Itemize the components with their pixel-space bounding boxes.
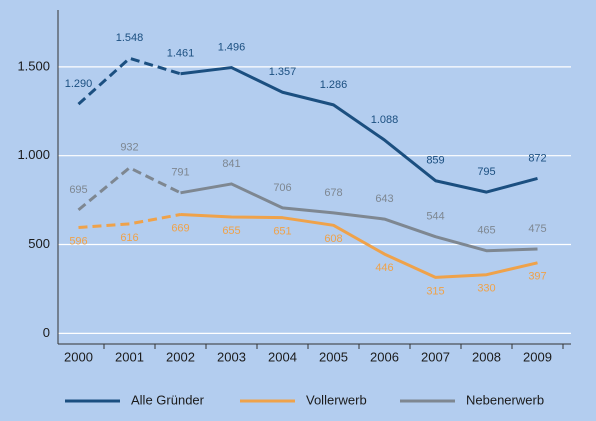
data-label: 315 (426, 285, 444, 297)
data-label: 397 (528, 271, 546, 283)
x-tick-label: 2002 (166, 349, 195, 364)
data-label: 695 (69, 184, 87, 196)
data-label: 446 (375, 262, 393, 274)
series-line (180, 66, 538, 194)
data-label: 678 (324, 187, 342, 199)
data-label: 1.461 (167, 48, 195, 60)
data-label: 1.357 (269, 66, 297, 78)
data-label: 795 (477, 166, 495, 178)
data-label: 465 (477, 225, 495, 237)
y-tick-label: 500 (28, 236, 50, 251)
series-line (180, 182, 538, 253)
x-tick-label: 2004 (268, 349, 297, 364)
legend-label: Alle Gründer (131, 392, 205, 407)
data-label: 669 (171, 222, 189, 234)
data-label: 1.496 (218, 41, 246, 53)
y-tick-label: 1.500 (17, 58, 50, 73)
data-label: 706 (273, 182, 291, 194)
x-tick-label: 2009 (523, 349, 552, 364)
data-label: 643 (375, 193, 393, 205)
data-label: 616 (120, 232, 138, 244)
data-label: 655 (222, 225, 240, 237)
data-label: 330 (477, 283, 495, 295)
data-label: 841 (222, 158, 240, 170)
data-label: 859 (426, 155, 444, 167)
y-tick-label: 0 (43, 325, 50, 340)
data-label: 608 (324, 233, 342, 245)
data-label: 544 (426, 211, 444, 223)
data-label: 1.290 (65, 78, 93, 90)
x-tick-label: 2000 (64, 349, 93, 364)
data-label: 596 (69, 235, 87, 247)
x-tick-label: 2006 (370, 349, 399, 364)
x-tick-label: 2005 (319, 349, 348, 364)
data-label: 932 (120, 142, 138, 154)
x-tick-label: 2001 (115, 349, 144, 364)
y-tick-label: 1.000 (17, 147, 50, 162)
data-label: 1.286 (320, 79, 348, 91)
data-label: 1.548 (116, 32, 144, 44)
data-label: 872 (528, 152, 546, 164)
series-line-dashed (77, 165, 182, 212)
data-label: 1.088 (371, 114, 399, 126)
series-line-dashed (77, 56, 181, 106)
data-label: 791 (171, 167, 189, 179)
legend-label: Nebenerwerb (466, 392, 544, 407)
x-tick-label: 2008 (472, 349, 501, 364)
legend-label: Vollerwerb (306, 392, 367, 407)
x-tick-label: 2003 (217, 349, 246, 364)
series-line-dashed (78, 213, 181, 229)
data-label: 475 (528, 223, 546, 235)
series-line (180, 212, 538, 279)
x-tick-label: 2007 (421, 349, 450, 364)
data-label: 651 (273, 226, 291, 238)
